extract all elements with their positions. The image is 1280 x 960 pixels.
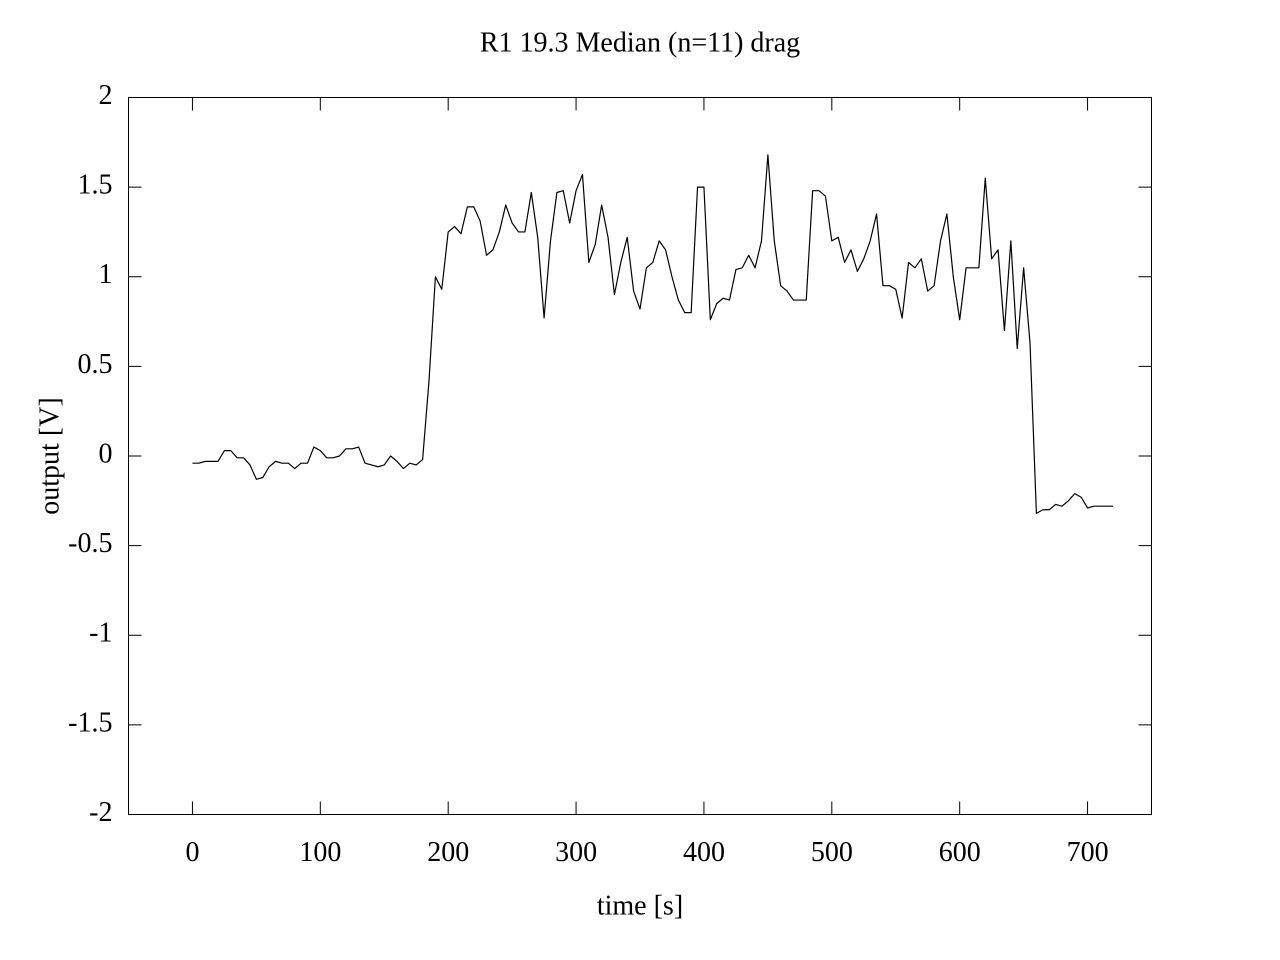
y-tick-label: -1	[89, 618, 112, 649]
x-tick-label: 700	[1067, 837, 1109, 868]
data-line	[192, 154, 1114, 514]
y-tick-label: 0	[99, 438, 113, 469]
y-tick-label: -0.5	[68, 528, 112, 559]
x-tick-label: 300	[555, 837, 597, 868]
y-tick-label: 0.5	[78, 349, 113, 380]
chart-title: R1 19.3 Median (n=11) drag	[480, 27, 800, 58]
y-tick-label: -1.5	[68, 707, 112, 738]
x-tick-label: 400	[683, 837, 725, 868]
y-tick-label: 1.5	[78, 170, 113, 201]
x-tick-label: 200	[427, 837, 469, 868]
x-tick-label: 600	[939, 837, 981, 868]
x-tick-label: 500	[811, 837, 853, 868]
x-axis-label: time [s]	[597, 890, 683, 921]
y-tick-label: 2	[99, 80, 113, 111]
y-axis-label: output [V]	[34, 397, 65, 514]
x-tick-label: 100	[299, 837, 341, 868]
x-tick-label: 0	[185, 837, 199, 868]
y-tick-label: -2	[89, 797, 112, 828]
y-tick-label: 1	[99, 259, 113, 290]
plot-frame	[128, 97, 1152, 815]
